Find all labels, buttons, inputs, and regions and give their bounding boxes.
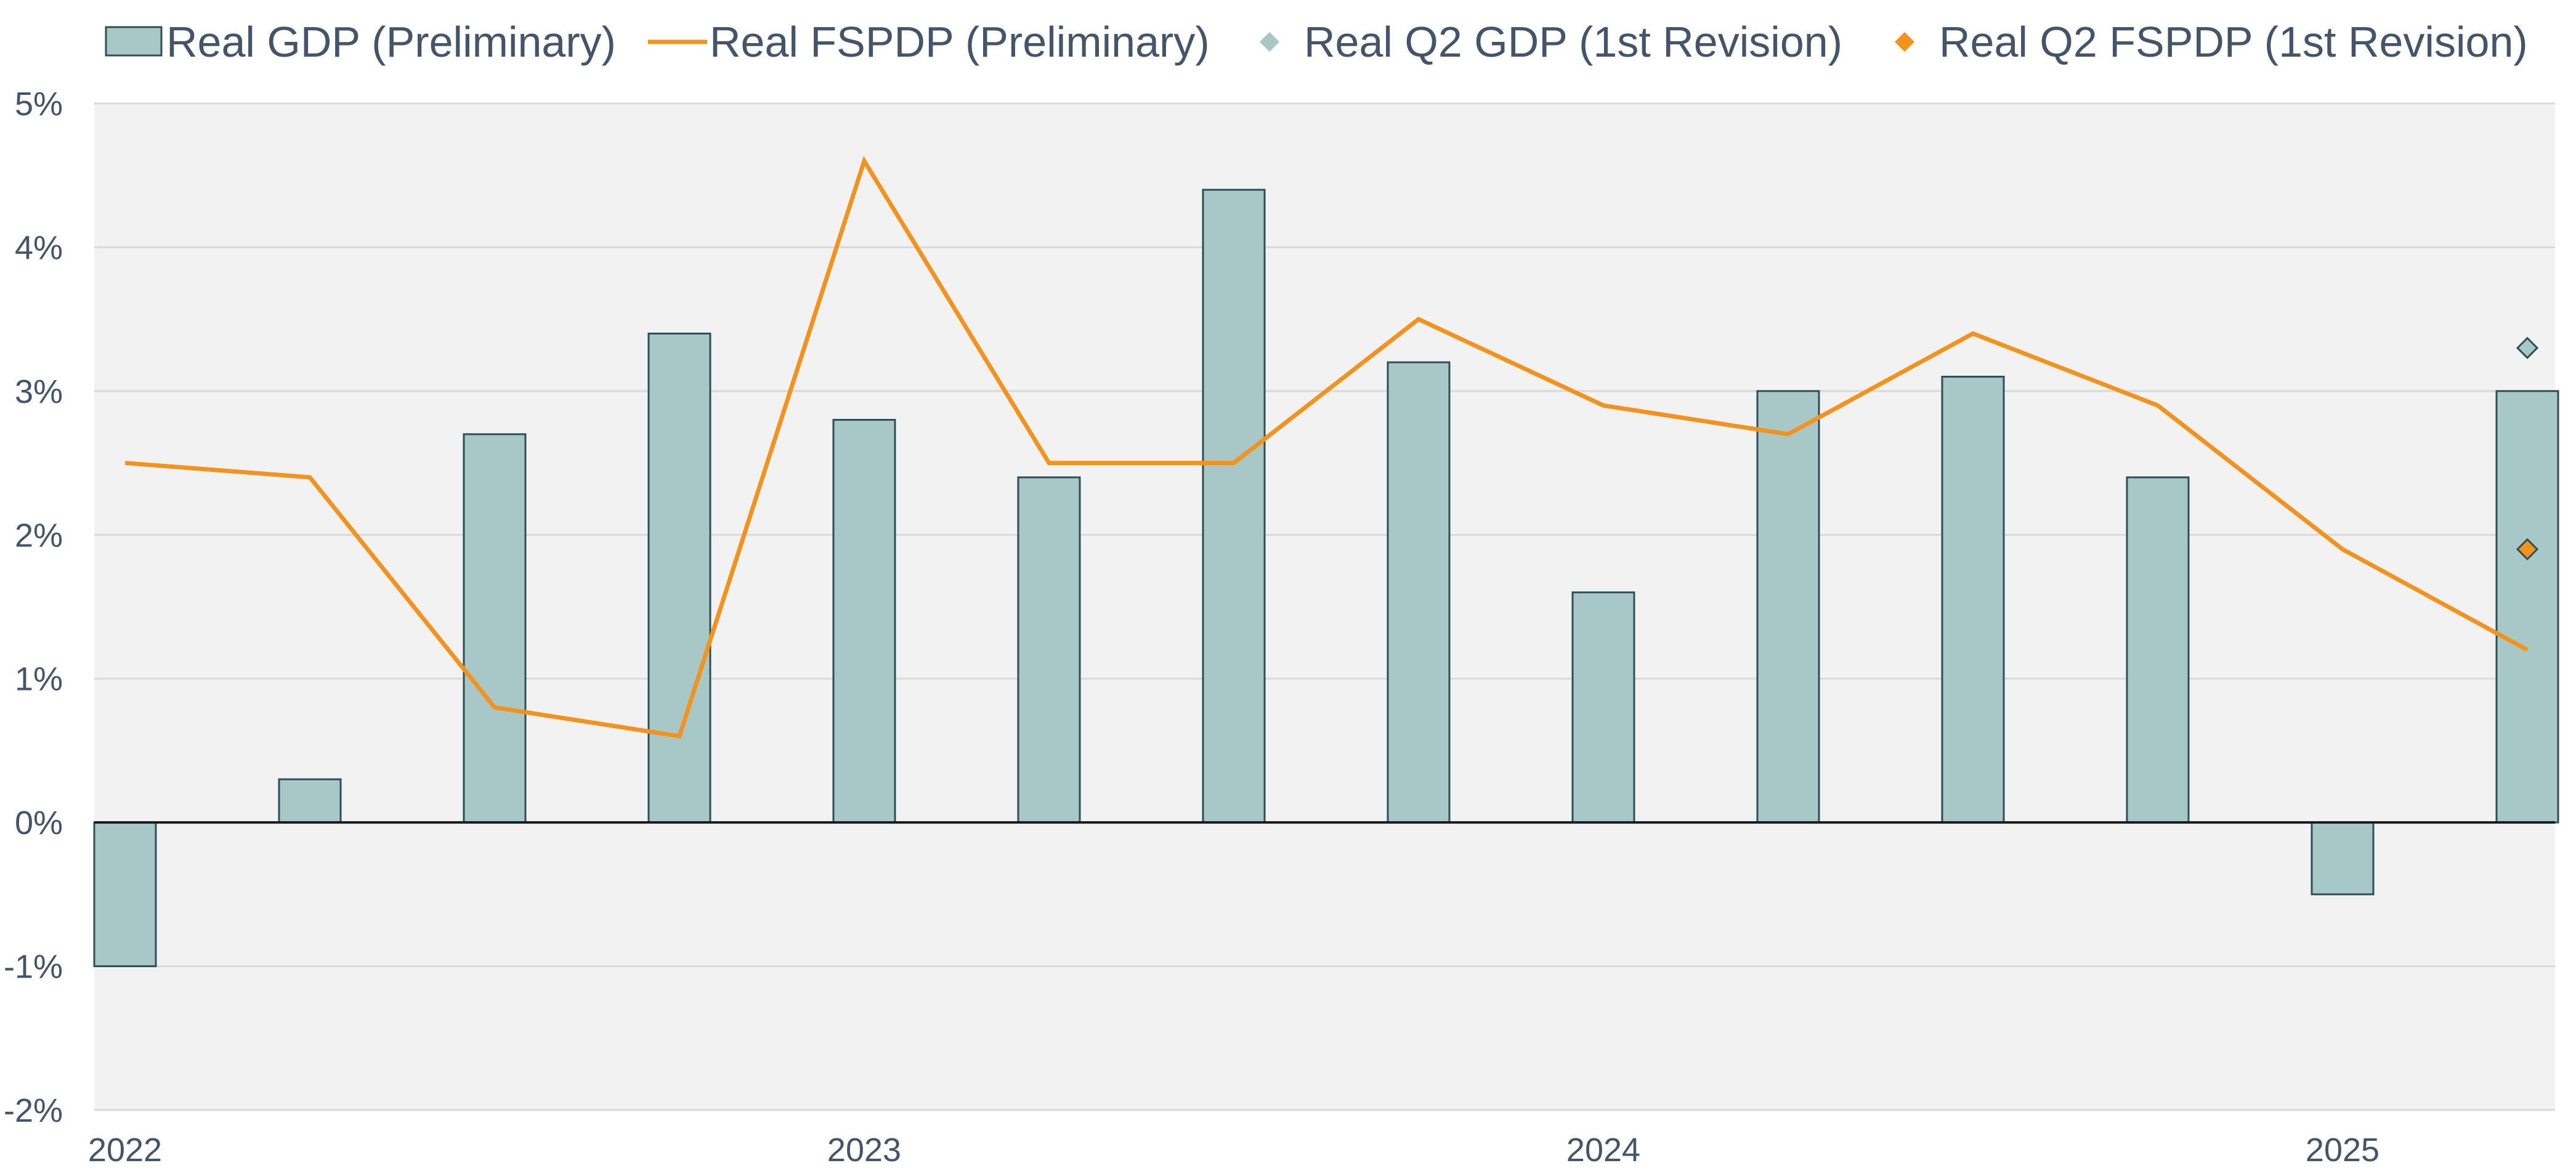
x-tick-label: 2024 xyxy=(1566,1132,1640,1169)
gdp-bar xyxy=(1941,376,2005,824)
legend-label-fspdp-revision: Real Q2 FSPDP (1st Revision) xyxy=(1939,18,2528,66)
gdp-bar xyxy=(463,433,527,824)
y-tick-label: 3% xyxy=(15,373,63,410)
y-tick-label: 1% xyxy=(15,661,63,698)
legend-label-gdp-revision: Real Q2 GDP (1st Revision) xyxy=(1304,18,1842,66)
x-tick-label: 2022 xyxy=(88,1132,162,1169)
gdp-bar xyxy=(1571,591,1635,824)
legend-swatch-gdp-revision xyxy=(1260,32,1279,52)
y-tick-label: 0% xyxy=(15,804,63,841)
gdp-bar xyxy=(2311,821,2375,896)
y-tick-label: -1% xyxy=(4,949,63,986)
x-tick-label: 2023 xyxy=(827,1132,901,1169)
y-tick-label: 4% xyxy=(15,229,63,266)
fspdp-line xyxy=(124,156,2529,739)
gdp-bar xyxy=(1756,390,1820,824)
gdp-bar xyxy=(93,821,157,968)
gdp-bar xyxy=(278,778,342,824)
y-tick-label: -2% xyxy=(4,1092,63,1129)
x-tick-label: 2025 xyxy=(2306,1132,2380,1169)
legend-swatch-fspdp-revision xyxy=(1895,32,1914,52)
gdp-bar xyxy=(1387,361,1451,824)
gdp-bar xyxy=(1202,188,1266,824)
gdp-bar xyxy=(2126,476,2190,824)
gdp-bar xyxy=(832,419,896,824)
y-tick-label: 2% xyxy=(15,517,63,554)
gdp-bar xyxy=(1017,476,1081,824)
gdp-revision-marker xyxy=(2516,336,2539,359)
legend-label-fspdp: Real FSPDP (Preliminary) xyxy=(710,18,1210,66)
fspdp-revision-marker xyxy=(2516,538,2539,561)
y-tick-label: 5% xyxy=(15,86,63,123)
legend-label-gdp: Real GDP (Preliminary) xyxy=(166,18,616,66)
legend-swatch-gdp xyxy=(105,26,163,57)
gdp-bar xyxy=(2495,390,2559,824)
gdp-bar xyxy=(647,332,711,824)
